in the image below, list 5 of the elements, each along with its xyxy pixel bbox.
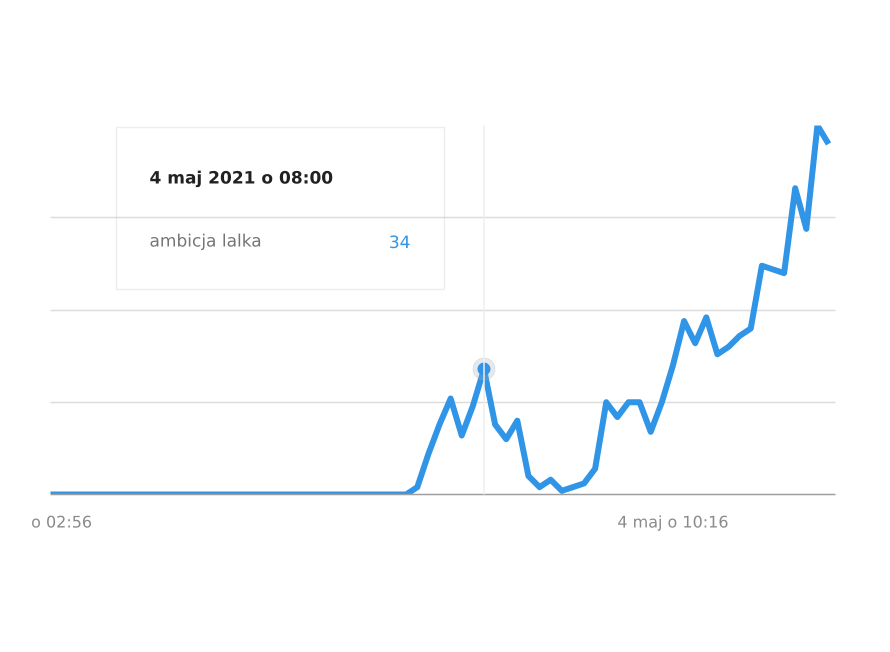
annotation: 4 maj 2021 o 08:00 xyxy=(150,168,334,188)
text: ambicja lalka xyxy=(150,232,262,252)
x-tick-label: o 02:56 xyxy=(31,512,92,532)
annotation: 34 xyxy=(388,233,411,253)
x-tick-label: 4 maj o 10:16 xyxy=(617,512,729,532)
